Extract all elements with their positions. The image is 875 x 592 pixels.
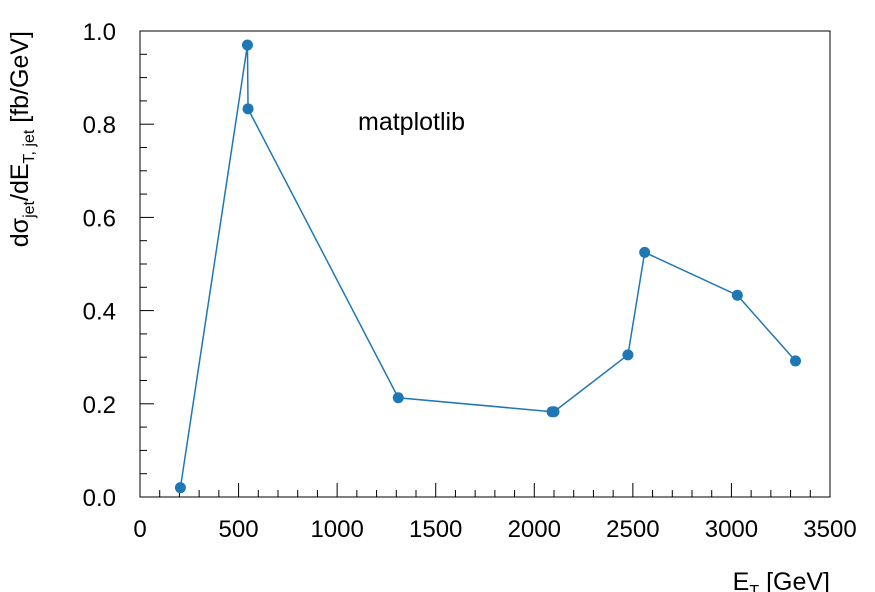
- plot-frame: [139, 30, 831, 498]
- x-axis-title-rest: [GeV]: [759, 568, 830, 592]
- x-axis-title-sub: T: [749, 583, 759, 592]
- y-axis-title-p3: [fb/GeV]: [6, 31, 34, 130]
- x-tick-label: 0: [133, 516, 146, 543]
- data-point: [622, 349, 634, 361]
- x-tick-label: 3500: [803, 516, 856, 543]
- y-axis-title: dσjet/dET, jet [fb/GeV]: [6, 31, 38, 247]
- y-axis-title-sub2: T, jet: [21, 129, 38, 163]
- data-point: [392, 392, 404, 404]
- data-point: [790, 355, 801, 367]
- minor-ticks: [140, 53, 811, 497]
- x-axis-title-main: E: [733, 568, 750, 592]
- y-tick-label: 0.6: [83, 205, 116, 232]
- y-tick-label: 0.8: [83, 112, 116, 139]
- x-tick-label: 3000: [705, 516, 758, 543]
- data-point: [242, 103, 254, 115]
- data-point: [639, 246, 651, 258]
- y-axis-title-p2: /dE: [6, 163, 34, 201]
- x-tick-label: 2000: [508, 516, 561, 543]
- annotation: matplotlib: [358, 108, 465, 136]
- data-point: [174, 482, 186, 494]
- major-ticks: [139, 30, 831, 498]
- x-tick-labels: 0 500 1000 1500 2000 2500 3000 3500: [133, 516, 856, 543]
- y-axis-title-sub1: jet: [21, 200, 38, 218]
- y-axis-title-p1: dσ: [6, 217, 34, 247]
- y-tick-label: 0.2: [83, 392, 116, 419]
- y-tick-label: 0.0: [83, 485, 116, 512]
- series-layer: [174, 39, 801, 494]
- data-point: [548, 406, 560, 418]
- y-tick-label: 0.4: [83, 299, 116, 326]
- x-tick-label: 1500: [409, 516, 462, 543]
- x-axis-title: ET [GeV]: [733, 568, 830, 592]
- y-tick-label: 1.0: [83, 19, 116, 46]
- x-tick-label: 1000: [310, 516, 363, 543]
- x-tick-label: 500: [219, 516, 259, 543]
- data-point: [241, 39, 253, 51]
- y-tick-labels: 0.0 0.2 0.4 0.6 0.8 1.0: [83, 19, 116, 512]
- data-point: [731, 289, 743, 301]
- x-tick-label: 2500: [606, 516, 659, 543]
- series-line: [179, 44, 797, 488]
